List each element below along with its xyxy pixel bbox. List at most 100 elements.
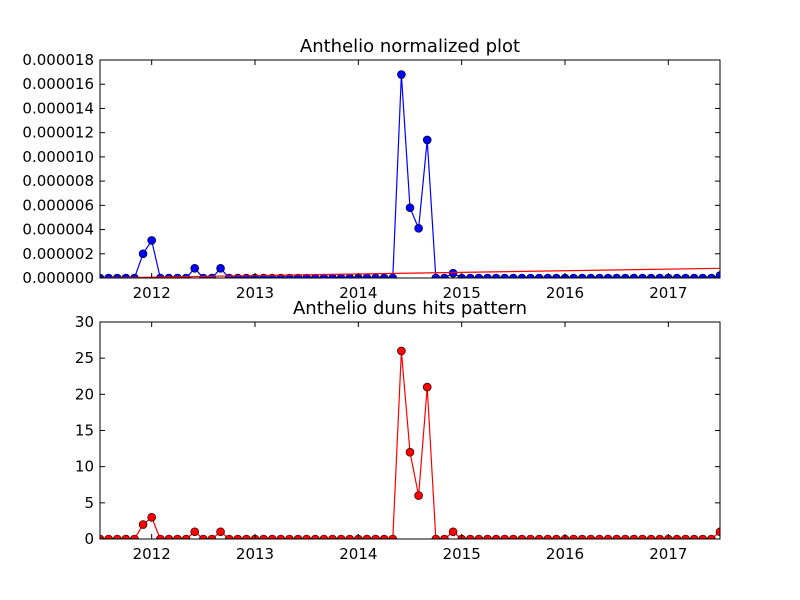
data-point	[422, 135, 432, 145]
x-tick-label: 2014	[339, 545, 377, 563]
data-point	[362, 534, 372, 539]
data-point	[646, 273, 656, 278]
data-point	[414, 224, 423, 233]
data-point	[207, 534, 217, 539]
data-point	[345, 534, 355, 539]
data-point	[577, 534, 587, 539]
data-point	[104, 273, 113, 278]
data-point	[104, 534, 113, 539]
data-point	[293, 534, 303, 539]
data-point	[440, 534, 449, 539]
duns-hits-plot: Anthelio duns hits pattern 0 5 10 15 20 25 30 2…	[75, 298, 721, 563]
data-point	[500, 273, 510, 278]
normalized-plot: Anthelio normalized plot 0.000000 0.00000…	[22, 36, 721, 302]
chart-title: Anthelio normalized plot	[300, 36, 520, 57]
data-point	[422, 382, 432, 392]
data-point	[707, 273, 716, 278]
data-point	[190, 264, 200, 273]
data-point	[181, 534, 191, 539]
data-point	[100, 273, 105, 278]
data-point	[164, 534, 174, 539]
data-point	[155, 534, 165, 539]
chart-title: Anthelio duns hits pattern	[293, 298, 527, 319]
data-point	[526, 534, 535, 539]
x-tick-label: 2013	[236, 545, 274, 563]
y-tick-label: 25	[75, 349, 94, 367]
data-point	[534, 273, 544, 278]
data-point	[448, 527, 458, 537]
data-point	[672, 534, 682, 539]
x-tick-label: 2012	[133, 545, 171, 563]
data-point	[259, 534, 268, 539]
data-point	[112, 273, 122, 278]
data-point	[328, 534, 337, 539]
data-point	[646, 534, 656, 539]
data-point	[698, 534, 708, 539]
data-point	[612, 534, 621, 539]
data-point	[397, 346, 406, 356]
data-point	[595, 534, 604, 539]
y-tick-label: 0.000012	[22, 124, 94, 142]
data-point	[302, 534, 311, 539]
data-point	[130, 534, 139, 539]
data-point	[543, 273, 553, 278]
data-point	[242, 534, 251, 539]
x-tick-label: 2012	[133, 284, 171, 302]
data-point	[569, 534, 578, 539]
data-point	[483, 534, 492, 539]
data-point	[397, 70, 406, 79]
data-point	[448, 268, 458, 278]
data-point	[465, 534, 475, 539]
y-tick-label: 0.000008	[22, 172, 94, 190]
data-point	[577, 273, 587, 278]
y-tick-label: 0.000018	[22, 51, 94, 69]
data-point	[121, 534, 131, 539]
data-point	[629, 534, 639, 539]
data-point	[310, 534, 320, 539]
data-point	[491, 273, 501, 278]
y-tick-label: 0.000004	[22, 221, 94, 239]
x-tick-label: 2015	[443, 545, 481, 563]
data-point	[440, 273, 449, 278]
plot-area	[100, 346, 720, 539]
data-point	[715, 527, 720, 537]
data-point	[199, 534, 208, 539]
data-point	[147, 512, 156, 522]
data-point	[603, 273, 613, 278]
x-tick-label: 2017	[649, 284, 687, 302]
x-tick-label: 2013	[236, 284, 274, 302]
data-point	[586, 534, 596, 539]
data-point	[629, 273, 639, 278]
x-tick-label: 2015	[443, 284, 481, 302]
series-line	[100, 350, 720, 539]
data-point	[465, 273, 475, 278]
data-point	[216, 527, 225, 537]
data-point	[414, 491, 423, 500]
data-point	[552, 534, 561, 539]
data-point	[138, 249, 148, 259]
data-point	[379, 534, 389, 539]
data-point	[655, 273, 665, 278]
y-tick-label: 15	[75, 422, 94, 440]
data-point	[483, 273, 492, 278]
data-point	[672, 273, 682, 278]
y-tick-label: 0.000002	[22, 245, 94, 263]
data-point	[620, 534, 630, 539]
y-tick-label: 0.000010	[22, 148, 94, 166]
x-tick-label: 2016	[546, 545, 584, 563]
data-point	[474, 534, 484, 539]
data-point	[715, 271, 720, 278]
data-point	[689, 534, 699, 539]
y-tick-label: 0.000014	[22, 99, 94, 117]
data-point	[216, 264, 225, 273]
data-point	[285, 534, 294, 539]
data-point	[276, 534, 286, 539]
data-point	[655, 534, 665, 539]
data-point	[224, 534, 234, 539]
data-point	[534, 534, 544, 539]
data-point	[405, 447, 415, 457]
trend-line	[100, 267, 720, 278]
data-point	[517, 273, 527, 278]
data-point	[612, 273, 621, 278]
